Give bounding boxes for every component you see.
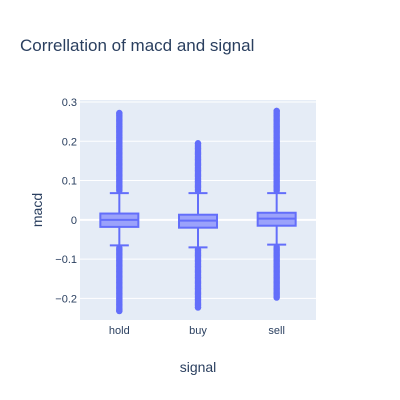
outlier-point-min [194,304,202,311]
y-axis-title: macd [29,193,45,227]
chart-title: Correllation of macd and signal [20,36,254,55]
box-series [99,107,297,315]
y-tick-labels: 0.3 0.2 0.1 0 −0.1 −0.2 [55,97,77,305]
x-tick-labels: hold buy sell [109,325,285,337]
y-tick-label: −0.2 [55,293,77,305]
box-hold [99,109,140,315]
x-tick-label: buy [189,325,207,337]
x-tick-label: hold [109,325,130,337]
box-buy [178,140,218,311]
y-tick-label: 0.3 [62,97,77,109]
outlier-point-min [273,294,280,301]
outlier-point-max [194,140,202,147]
box-sell [256,107,297,301]
x-tick-label: sell [268,325,285,337]
y-tick-label: 0.1 [62,176,77,188]
outlier-point-max [273,107,280,115]
y-tick-label: 0.2 [62,136,77,148]
outlier-point-max [116,109,123,117]
outlier-point-min [116,307,123,315]
x-axis-title: signal [180,359,217,375]
y-tick-label: −0.1 [55,254,77,266]
y-tick-label: 0 [71,215,77,227]
